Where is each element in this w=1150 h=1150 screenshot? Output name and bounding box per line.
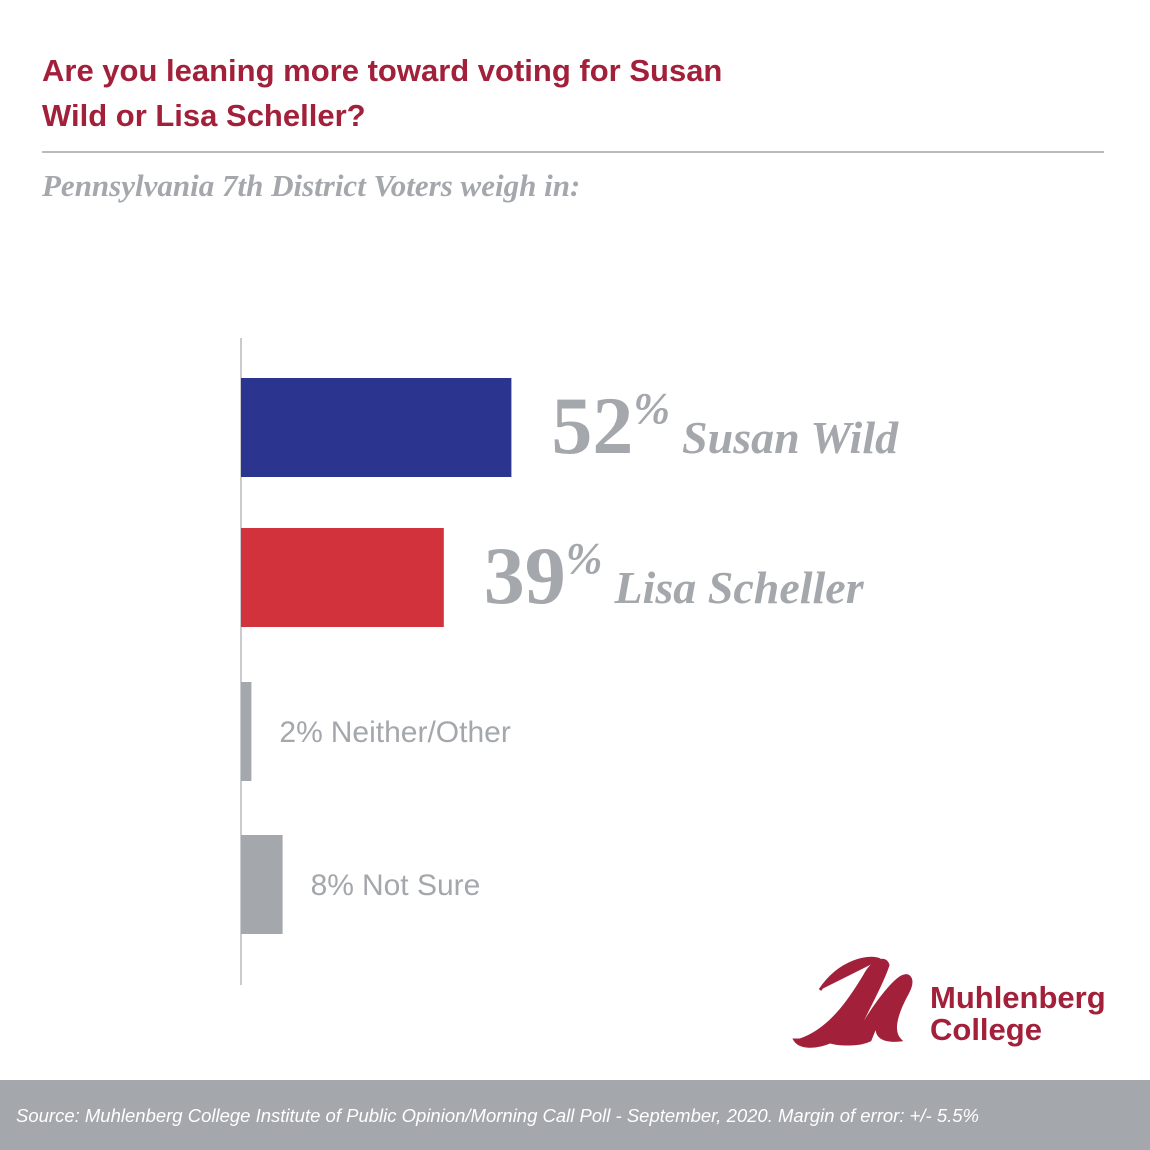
category-label: Lisa Scheller [613,562,864,613]
category-label: Neither/Other [331,716,511,749]
logo-text: Muhlenberg [930,980,1106,1015]
value-unit: % [566,534,603,583]
chart-subtitle: Pennsylvania 7th District Voters weigh i… [42,168,581,203]
bar-label: 2% Neither/Other [279,716,510,749]
logo-mark [792,956,913,1048]
value-label: 39% [484,530,603,621]
bar-label: 52%Susan Wild [551,380,899,471]
bar-label: 8% Not Sure [311,869,481,902]
chart-title: Are you leaning more toward voting for S… [42,53,723,133]
bar [241,682,252,781]
divider [42,151,1104,153]
bar [241,528,444,627]
value-unit: % [633,384,670,433]
bar [241,835,283,934]
source-note: Source: Muhlenberg College Institute of … [16,1105,980,1126]
bar [241,378,512,477]
footer-band [0,1080,1150,1150]
value-label: 8% [311,869,354,902]
bar-label: 39%Lisa Scheller [484,530,865,621]
value-label: 2% [279,716,322,749]
value-number: 39 [484,530,566,621]
category-label: Not Sure [362,869,480,902]
value-number: 52 [551,380,633,471]
value-label: 52% [551,380,670,471]
logo-text: College [930,1012,1042,1047]
category-label: Susan Wild [682,412,899,463]
